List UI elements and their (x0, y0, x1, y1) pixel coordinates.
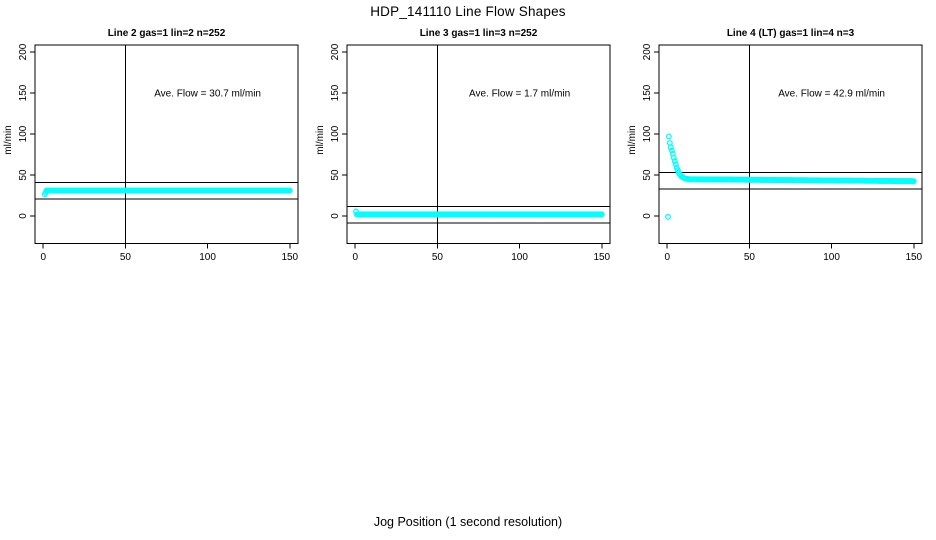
data-point (598, 211, 605, 218)
y-tick-label: 0 (642, 213, 653, 219)
x-tick-label: 150 (905, 252, 922, 263)
x-tick-label: 100 (511, 252, 528, 263)
x-tick-label: 0 (664, 252, 670, 263)
data-point (672, 161, 679, 168)
y-axis-label: ml/min (627, 125, 638, 154)
x-tick-label: 150 (281, 252, 298, 263)
plot-line-4: 0 50 100 150 0 50 100 150 200 ml/min Ave. Flow = 4… (627, 43, 923, 263)
ave-flow-annotation: Ave. Flow = 30.7 ml/min (154, 88, 261, 99)
plot-line-2: 0 50 100 150 0 50 100 150 200 ml/min Ave. Flow = 3… (3, 43, 299, 263)
data-point (910, 178, 917, 185)
y-tick-label: 150 (18, 84, 29, 101)
x-tick-label: 0 (352, 252, 358, 263)
y-tick-label: 200 (18, 43, 29, 60)
plot-box (34, 44, 299, 244)
y-tick-label: 200 (330, 43, 341, 60)
y-tick-label: 100 (18, 125, 29, 142)
y-axis-label: ml/min (315, 125, 326, 154)
data-point (668, 147, 675, 154)
y-tick-label: 50 (330, 169, 341, 181)
ave-flow-annotation: Ave. Flow = 42.9 ml/min (778, 88, 885, 99)
data-point (286, 187, 293, 194)
x-tick-label: 100 (823, 252, 840, 263)
y-tick-label: 0 (330, 213, 341, 219)
data-point (665, 213, 671, 220)
y-tick-label: 150 (642, 84, 653, 101)
y-tick-label: 50 (18, 169, 29, 181)
plot-box (346, 44, 611, 244)
y-tick-label: 100 (330, 125, 341, 142)
data-point (665, 133, 672, 140)
x-tick-label: 50 (120, 252, 132, 263)
x-axis-label: Jog Position (1 second resolution) (373, 515, 563, 529)
y-tick-label: 150 (330, 84, 341, 101)
y-tick-label: 100 (642, 125, 653, 142)
x-tick-label: 50 (432, 252, 444, 263)
x-tick-label: 100 (199, 252, 216, 263)
plot-box (658, 44, 923, 244)
plot-line-3: 0 50 100 150 0 50 100 150 200 ml/min Ave. Flow = 1… (315, 43, 611, 263)
panel-line-3-title: Line 3 gas=1 lin=3 n=252 (419, 28, 538, 39)
panel-line-2-title: Line 2 gas=1 lin=2 n=252 (107, 28, 226, 39)
panel-line-3: Line 3 gas=1 lin=3 n=252 0 50 100 150 0 50 100… (312, 0, 624, 270)
y-tick-label: 50 (642, 169, 653, 181)
x-tick-label: 150 (593, 252, 610, 263)
figure-title: HDP_141110 Line Flow Shapes (370, 4, 566, 19)
data-point (667, 144, 674, 151)
ave-flow-annotation: Ave. Flow = 1.7 ml/min (469, 88, 570, 99)
y-tick-label: 0 (18, 213, 29, 219)
panel-line-2: Line 2 gas=1 lin=2 n=252 0 50 100 150 0 50 100… (0, 0, 312, 270)
data-point (670, 154, 677, 161)
x-tick-label: 50 (744, 252, 756, 263)
x-tick-label: 0 (40, 252, 46, 263)
panel-line-4: Line 4 (LT) gas=1 lin=4 n=3 0 50 100 150 0 50… (624, 0, 936, 270)
y-axis-label: ml/min (3, 125, 14, 154)
data-point (671, 158, 678, 165)
y-tick-label: 200 (642, 43, 653, 60)
panel-line-4-title: Line 4 (LT) gas=1 lin=4 n=3 (726, 28, 855, 39)
